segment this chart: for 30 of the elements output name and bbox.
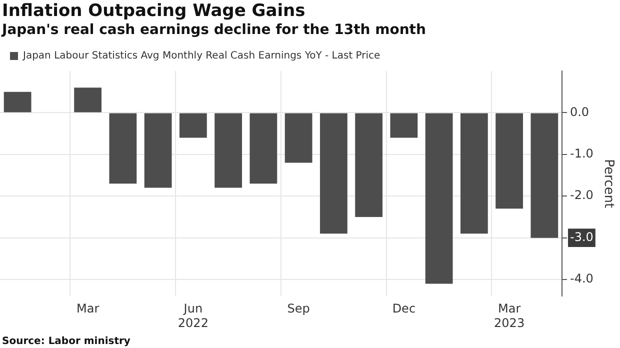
x-tick-label: Mar bbox=[76, 302, 100, 316]
bar bbox=[460, 113, 488, 234]
y-tick-label: -1.0 bbox=[570, 146, 594, 161]
chart-title: Inflation Outpacing Wage Gains bbox=[2, 1, 306, 21]
bar bbox=[74, 88, 102, 112]
bar bbox=[144, 113, 172, 188]
bar bbox=[214, 113, 242, 188]
source-note: Source: Labor ministry bbox=[2, 336, 130, 347]
x-tick-label: Dec bbox=[392, 302, 416, 316]
y-axis-title: Percent bbox=[600, 159, 616, 208]
bar bbox=[250, 113, 278, 184]
bar bbox=[284, 113, 312, 163]
bar bbox=[4, 92, 32, 112]
x-tick-label: Jun 2022 bbox=[178, 302, 208, 330]
x-tick-label: Mar 2023 bbox=[494, 302, 525, 330]
y-tick-label: -3.0 bbox=[570, 230, 594, 244]
bar bbox=[179, 113, 207, 138]
y-tick-label: -2.0 bbox=[570, 188, 594, 202]
legend-label: Japan Labour Statistics Avg Monthly Real Cash Earnings YoY - Last Price bbox=[22, 50, 380, 62]
bar bbox=[496, 113, 523, 209]
bar bbox=[390, 113, 418, 138]
bar bbox=[320, 113, 348, 234]
chart-subtitle: Japan's real cash earnings decline for the 13th month bbox=[2, 22, 426, 38]
y-tick-label: 0.0 bbox=[570, 104, 590, 119]
bar bbox=[355, 113, 382, 217]
bar bbox=[530, 113, 558, 238]
x-tick-label: Sep bbox=[287, 302, 310, 316]
bar bbox=[425, 113, 453, 284]
bar bbox=[109, 113, 137, 184]
y-tick-label: -4.0 bbox=[570, 272, 594, 286]
